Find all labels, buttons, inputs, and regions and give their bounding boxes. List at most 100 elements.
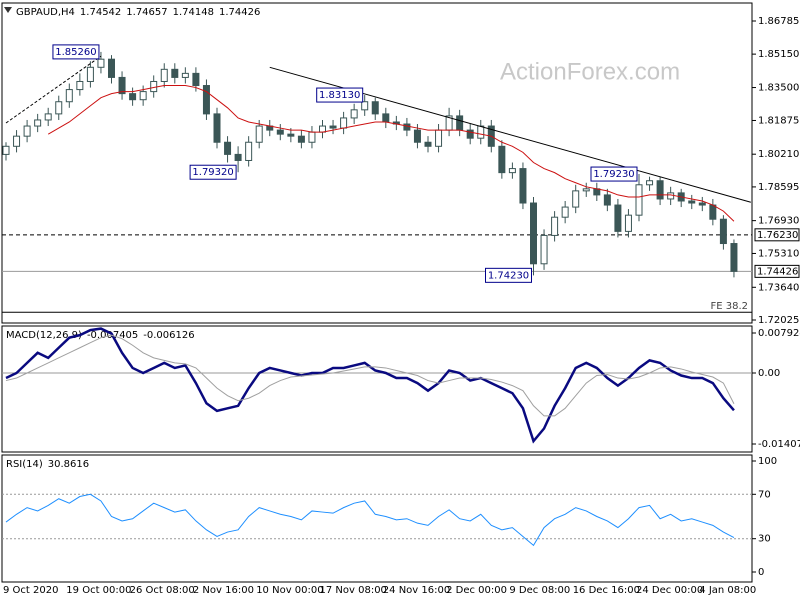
candle-body — [34, 119, 42, 127]
y-tick-label: 1.86785 — [758, 16, 799, 27]
x-tick-label: 2 Nov 16:00 — [193, 585, 254, 596]
x-tick-label: 19 Oct 00:00 — [66, 585, 131, 596]
candle-body — [139, 91, 147, 101]
candle-body — [719, 218, 727, 245]
trendline — [5, 55, 102, 124]
x-tick-label: 16 Dec 16:00 — [573, 585, 640, 596]
price-annotation: 1.74230 — [488, 270, 529, 281]
level-label: 1.74426 — [757, 266, 798, 277]
candle-body — [551, 216, 559, 236]
candle-body — [698, 202, 706, 206]
x-tick-label: 10 Nov 00:00 — [256, 585, 323, 596]
candle-body — [403, 123, 411, 131]
candle-body — [498, 145, 506, 174]
candle-body — [519, 168, 527, 204]
candle-body — [561, 206, 569, 218]
header-value: 1.74542 — [80, 7, 121, 18]
x-tick-label: 2 Dec 00:00 — [446, 585, 507, 596]
y-tick-label: 1.75310 — [758, 248, 799, 259]
panel-frame — [1, 2, 753, 324]
x-tick-label: 4 Jan 08:00 — [699, 585, 756, 596]
level-label-box — [754, 228, 800, 242]
y-tick-label: 0 — [758, 567, 764, 578]
candle-body — [530, 202, 537, 265]
y-tick-label: 0.00 — [758, 368, 780, 379]
candle-body — [709, 204, 717, 220]
candle-body — [255, 125, 263, 143]
candle-body — [287, 133, 295, 137]
candle-body — [361, 101, 369, 111]
candle-body — [181, 72, 189, 78]
candle-body — [635, 184, 643, 216]
header-value: 30.8616 — [48, 459, 89, 470]
y-tick-label: 70 — [758, 489, 771, 500]
candle-body — [508, 168, 516, 174]
level-label-box — [754, 264, 800, 278]
moving-average — [47, 85, 735, 222]
y-tick-label: 1.78595 — [758, 182, 799, 193]
level-label: 1.76230 — [757, 230, 798, 241]
price-annotation-box — [316, 87, 364, 103]
candle-body — [413, 129, 421, 143]
candle-body — [234, 153, 242, 161]
candle-body — [76, 80, 84, 91]
candle-body — [350, 109, 358, 119]
candle-body — [108, 58, 115, 78]
candle-body — [86, 66, 94, 82]
candle-body — [424, 141, 432, 147]
candle-body — [65, 89, 73, 103]
candle-body — [97, 58, 105, 68]
candle-body — [23, 125, 31, 137]
candle-body — [192, 72, 200, 87]
candle-body — [118, 76, 126, 95]
candle-body — [213, 113, 221, 143]
candle-body — [245, 141, 253, 161]
candle-body — [614, 204, 622, 232]
header-value: -0.006126 — [143, 330, 194, 341]
candle-body — [382, 113, 390, 123]
panel-frame — [1, 454, 753, 583]
x-tick-label: 9 Dec 08:00 — [509, 585, 570, 596]
candle-body — [456, 115, 464, 131]
candle-body — [572, 190, 580, 208]
candle-body — [667, 192, 675, 200]
candle-body — [730, 243, 738, 272]
price-annotation-box — [485, 267, 532, 283]
candle-body — [582, 188, 590, 192]
y-tick-label: 30 — [758, 534, 771, 545]
y-tick-label: 100 — [758, 456, 777, 467]
header-value: 1.74426 — [219, 7, 260, 18]
candle-body — [340, 117, 348, 129]
indicator-title: GBPAUD,H4 — [16, 7, 75, 18]
candle-body — [2, 145, 10, 155]
candle-body — [171, 68, 179, 78]
price-annotation-box — [590, 166, 638, 182]
candle-body — [224, 141, 232, 155]
price-annotation-box — [189, 164, 237, 180]
candle-body — [688, 200, 696, 204]
x-tick-label: 17 Nov 08:00 — [320, 585, 387, 596]
panel-frame — [1, 325, 753, 453]
y-tick-label: 1.72025 — [758, 315, 799, 326]
candle-body — [13, 135, 21, 147]
candle-body — [329, 125, 337, 129]
x-tick-label: 24 Dec 00:00 — [636, 585, 703, 596]
indicator-title: RSI(14) — [6, 459, 43, 470]
indicator-title: MACD(12,26,9) — [6, 330, 82, 341]
price-annotation: 1.83130 — [319, 90, 360, 101]
indicator-line — [5, 493, 735, 547]
header-value: 1.74657 — [126, 7, 167, 18]
y-tick-label: 1.83500 — [758, 83, 799, 94]
y-tick-label: 1.85150 — [758, 49, 799, 60]
candle-body — [371, 101, 379, 115]
x-tick-label: 26 Oct 08:00 — [130, 585, 195, 596]
candle-body — [646, 180, 654, 186]
y-tick-label: -0.01407 — [758, 439, 800, 450]
candle-body — [160, 68, 168, 82]
candle-body — [466, 129, 474, 139]
candle-body — [202, 85, 210, 115]
fe-label: FE 38.2 — [710, 301, 748, 312]
candle-body — [276, 129, 284, 135]
candle-body — [603, 194, 611, 206]
